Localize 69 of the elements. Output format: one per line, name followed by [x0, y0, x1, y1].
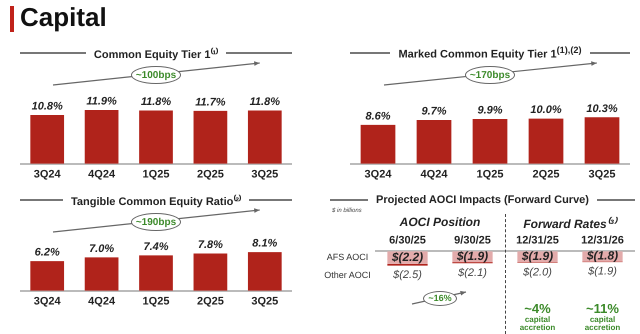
text: ~4%	[523, 301, 552, 316]
x-tick-label: 4Q24	[88, 295, 116, 308]
text: Forward Rates⁽³⁾	[522, 216, 619, 232]
bar	[416, 120, 452, 164]
x-tick-label: 4Q24	[420, 168, 448, 180]
data-label: $(1.8)	[586, 248, 618, 263]
x-tick-label: 12/31/25	[516, 234, 559, 247]
x-tick-label: 2Q25	[196, 168, 224, 180]
x-tick-label: 1Q25	[142, 295, 170, 308]
x-tick-label: 3Q24	[34, 295, 62, 308]
bar	[194, 254, 228, 291]
data-label: 11.8%	[140, 96, 172, 108]
x-tick-label: 1Q25	[476, 168, 504, 180]
chart-title: Tangible Common Equity Ratio⁽²⁾	[70, 194, 242, 208]
data-label: 7.0%	[89, 242, 114, 255]
data-label: 9.7%	[421, 105, 447, 118]
bar	[472, 119, 508, 164]
data-label: 11.7%	[195, 96, 226, 108]
x-tick-label: 2Q25	[532, 168, 560, 180]
x-tick-label: 4Q24	[88, 168, 116, 180]
bar	[30, 261, 64, 291]
data-label: $(1.9)	[520, 248, 554, 263]
data-label: 10.0%	[530, 104, 562, 116]
chart-title: Projected AOCI Impacts (Forward Curve)	[375, 194, 590, 206]
data-label: 9.9%	[477, 104, 503, 117]
x-tick-label: 3Q24	[34, 168, 62, 180]
text: ~11%	[585, 301, 620, 316]
oval: ~100bps	[131, 66, 181, 84]
total-label: $(1.9)	[587, 266, 618, 278]
bar	[528, 118, 564, 164]
data-label: 10.8%	[32, 100, 64, 113]
data-label: $(2.2)	[390, 250, 424, 264]
bar	[139, 255, 173, 291]
text: Capital	[20, 2, 107, 33]
oval: ~16%	[423, 290, 457, 306]
data-label: $(1.9)	[456, 248, 488, 263]
data-label: 7.8%	[198, 239, 224, 252]
x-tick-label: 3Q25	[251, 295, 278, 308]
x-tick-label: 9/30/25	[454, 234, 491, 247]
total-label: $(2.0)	[522, 266, 552, 278]
total-label: $(2.5)	[392, 269, 422, 282]
text: capital accretion	[518, 314, 556, 332]
data-label: 6.2%	[34, 246, 60, 259]
data-label: 8.6%	[365, 110, 391, 122]
total-label: $(2.1)	[457, 266, 488, 279]
bar	[584, 117, 620, 164]
text: AFS AOCI	[326, 252, 370, 262]
bar	[84, 257, 118, 291]
x-tick-label: 3Q25	[588, 168, 616, 180]
oval: ~170bps	[465, 66, 515, 84]
data-label: 10.3%	[586, 102, 618, 115]
text: AOCI Position	[398, 215, 482, 229]
oval: ~190bps	[131, 213, 181, 231]
text: capital accretion	[584, 314, 622, 332]
x-tick-label: 12/31/26	[581, 234, 624, 247]
x-tick-label: 3Q24	[364, 168, 392, 180]
x-tick-label: 1Q25	[142, 168, 170, 180]
chart-title: Marked Common Equity Tier 1$^{(1),(2)}$	[397, 45, 583, 61]
data-label: 8.1%	[252, 238, 278, 250]
series-label: Other AOCI	[323, 270, 372, 280]
x-tick-label: 2Q25	[196, 295, 224, 308]
bar	[360, 124, 396, 164]
x-tick-label: 6/30/25	[389, 234, 426, 247]
data-label: 11.9%	[86, 96, 118, 108]
data-label: 11.8%	[250, 96, 280, 108]
x-tick-label: 3Q25	[251, 168, 278, 180]
chart-title: Common Equity Tier 1⁽¹⁾	[92, 46, 220, 60]
data-label: 7.4%	[143, 240, 169, 253]
bar	[248, 252, 282, 291]
